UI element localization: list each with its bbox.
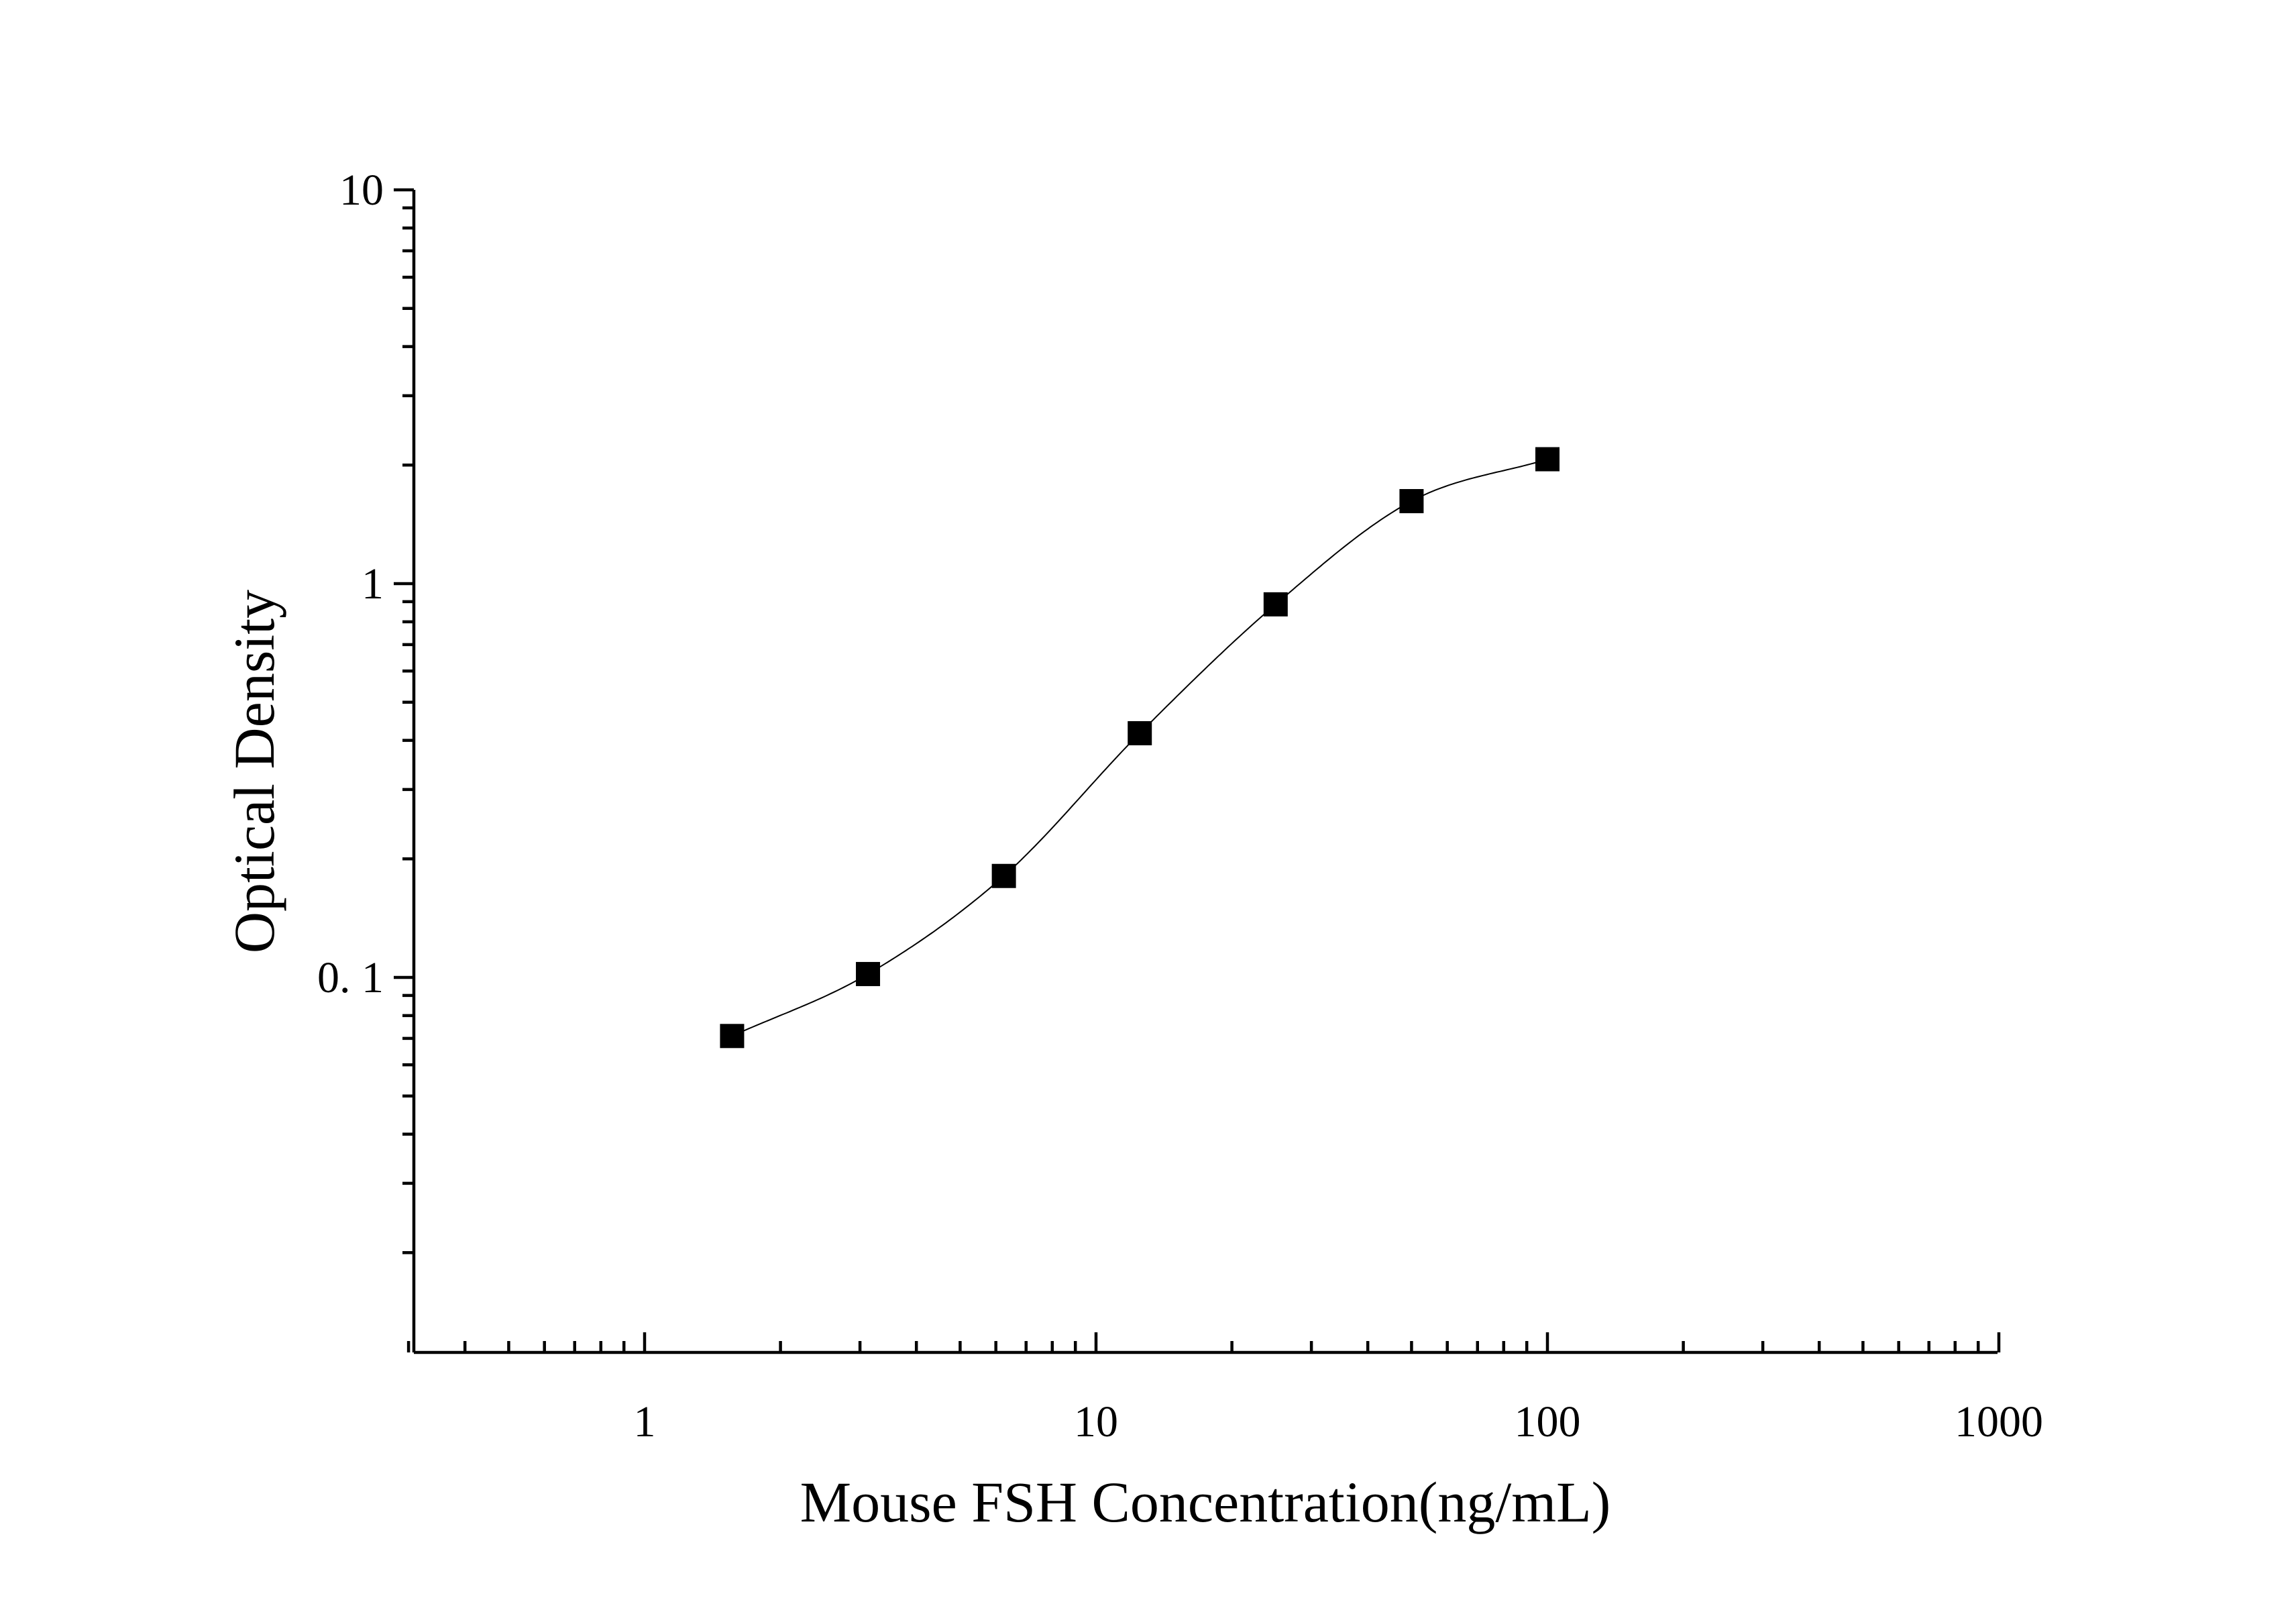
data-point [720,1024,745,1049]
data-point [991,863,1016,888]
x-tick-label: 10 [1074,1397,1118,1446]
data-point [1535,447,1560,472]
y-tick-label: 0. 1 [317,953,384,1002]
data-point [1128,720,1152,745]
axes [412,190,1998,1354]
x-tick-label: 100 [1515,1397,1581,1446]
x-tick-label: 1000 [1955,1397,2043,1446]
y-axis-title: Optical Density [222,590,286,953]
y-axis-ticks: 0. 1 1 10 [317,166,414,1254]
data-points [720,447,1560,1049]
y-tick-label: 1 [362,559,384,608]
x-tick-label: 1 [634,1397,656,1446]
data-point [856,961,881,986]
x-axis-title: Mouse FSH Concentration(ng/mL) [800,1470,1611,1534]
y-tick-label: 10 [339,166,384,215]
fit-curve [731,458,1548,1037]
data-point [1263,592,1288,617]
data-point [1399,489,1424,514]
x-axis-ticks: 1 10 100 1000 [406,1332,2043,1446]
